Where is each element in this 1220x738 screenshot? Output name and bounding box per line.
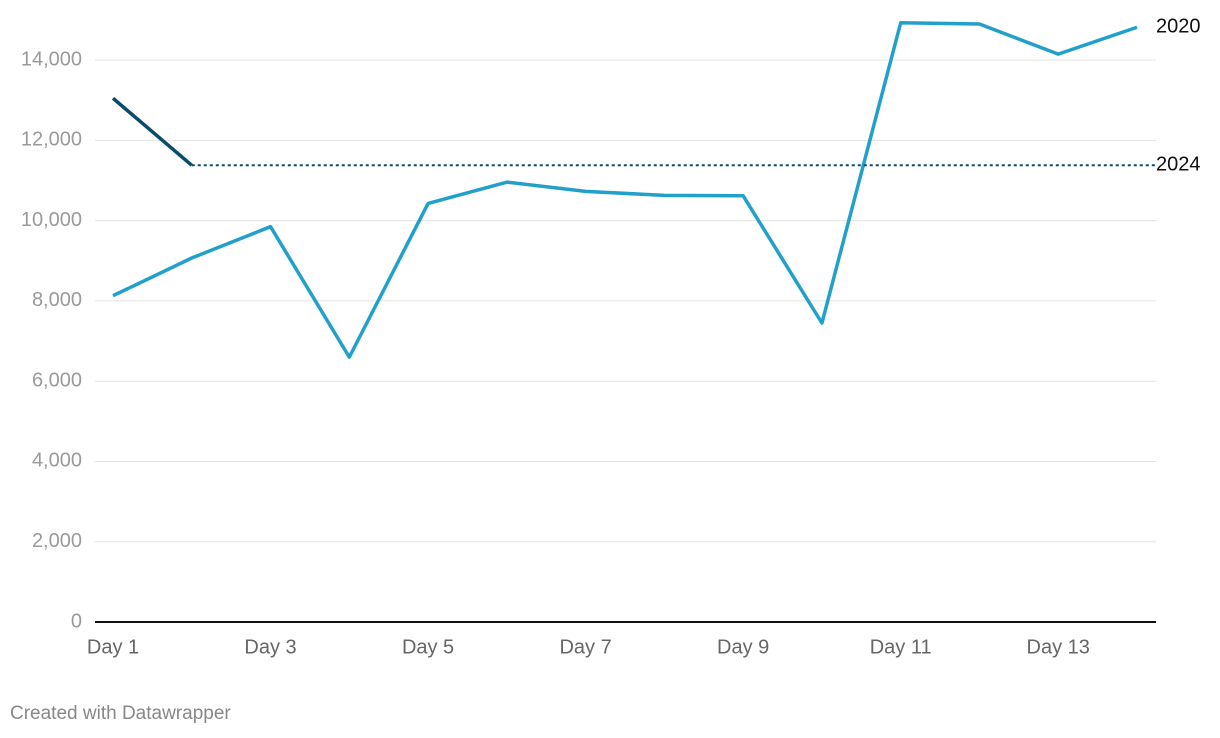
x-tick-label: Day 7 bbox=[559, 636, 611, 658]
x-tick-label: Day 5 bbox=[402, 636, 454, 658]
x-tick-label: Day 13 bbox=[1027, 636, 1090, 658]
y-tick-label: 10,000 bbox=[21, 209, 82, 231]
y-tick-label: 0 bbox=[71, 610, 82, 632]
x-tick-label: Day 1 bbox=[87, 636, 139, 658]
source-note: Created with Datawrapper bbox=[10, 703, 231, 724]
series-line bbox=[111, 96, 193, 167]
series-label: 2024 bbox=[1156, 154, 1201, 176]
x-tick-label: Day 3 bbox=[244, 636, 296, 658]
y-tick-label: 2,000 bbox=[32, 530, 82, 552]
series-label: 2020 bbox=[1156, 16, 1201, 38]
y-tick-label: 4,000 bbox=[32, 450, 82, 472]
y-tick-label: 8,000 bbox=[32, 289, 82, 311]
y-tick-label: 12,000 bbox=[21, 129, 82, 151]
y-tick-label: 14,000 bbox=[21, 48, 82, 70]
x-tick-label: Day 9 bbox=[717, 636, 769, 658]
series-line bbox=[112, 21, 1138, 359]
y-tick-label: 6,000 bbox=[32, 369, 82, 391]
x-tick-label: Day 11 bbox=[870, 636, 932, 658]
